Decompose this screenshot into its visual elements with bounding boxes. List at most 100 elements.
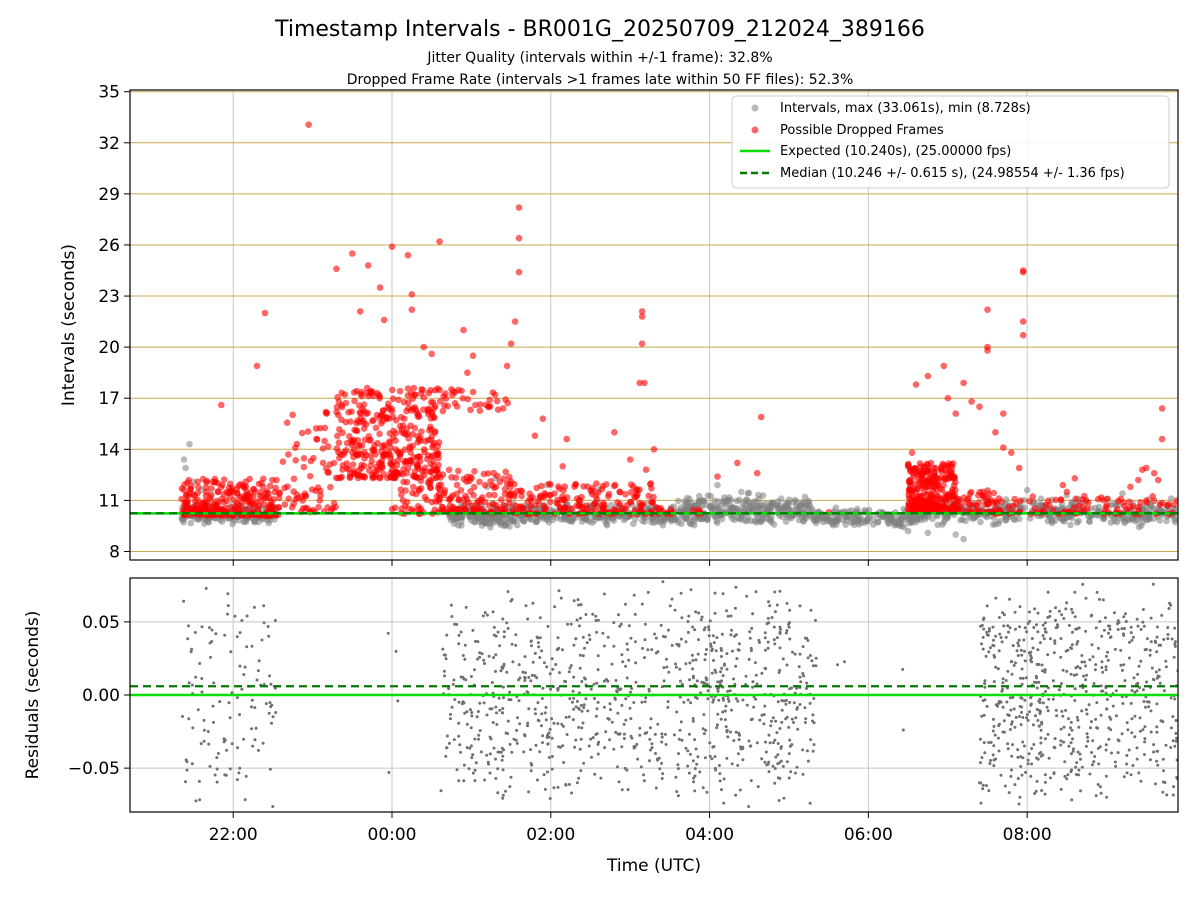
residual-point [1077, 768, 1081, 772]
residual-point [550, 755, 554, 758]
residual-point [698, 770, 702, 774]
residual-point [556, 785, 560, 789]
chart-subtitle-jitter: Jitter Quality (intervals within +/-1 fr… [426, 50, 772, 66]
residual-point [777, 799, 781, 802]
residual-point [1075, 642, 1079, 646]
dropped-frame-point [904, 463, 912, 470]
residual-point [574, 705, 578, 709]
x-tick-label: 02:00 [526, 825, 575, 845]
residual-point [570, 791, 574, 795]
dropped-frame-point [413, 460, 421, 467]
dropped-frame-point [559, 463, 566, 470]
dropped-frame-point [410, 453, 418, 461]
residual-point [1025, 630, 1029, 634]
residual-point [523, 679, 527, 682]
residual-point [771, 716, 775, 720]
residual-point [1090, 613, 1094, 617]
residual-point [243, 798, 247, 802]
dropped-frame-point [428, 350, 436, 358]
dropped-frame-point [382, 414, 390, 422]
residual-point [805, 749, 809, 753]
residual-point [537, 719, 541, 723]
interval-point [971, 514, 978, 521]
residual-point [540, 697, 544, 700]
residual-point [250, 727, 253, 731]
residual-point [462, 763, 466, 767]
residual-point [1074, 627, 1078, 631]
residual-point [1133, 690, 1137, 694]
residual-point [233, 614, 237, 618]
dropped-frame-point [361, 436, 369, 444]
residual-point [773, 590, 777, 594]
residual-point [1105, 707, 1109, 711]
residual-point [613, 697, 617, 701]
residual-point [599, 776, 603, 780]
residual-point [475, 715, 479, 719]
dropped-frame-point [967, 488, 975, 496]
residual-point [1097, 762, 1101, 766]
residual-point [1022, 638, 1026, 642]
residual-point [726, 735, 730, 739]
dropped-frame-point [184, 479, 191, 487]
residual-point [1098, 745, 1102, 749]
residual-point [492, 746, 496, 750]
residual-point [608, 702, 612, 706]
interval-point [229, 520, 236, 528]
residual-point [230, 691, 234, 695]
residual-point [577, 707, 581, 711]
residual-point [648, 737, 652, 741]
residual-point [788, 637, 792, 641]
residual-point [215, 780, 219, 784]
dropped-frame-point [415, 487, 423, 495]
residual-point [688, 661, 692, 665]
residual-point [255, 678, 259, 682]
residual-point [228, 767, 232, 771]
residual-point [703, 756, 707, 760]
residual-point [571, 718, 575, 722]
residual-point [764, 740, 767, 744]
dropped-frame-point [952, 486, 959, 494]
dropped-frame-point [180, 486, 187, 494]
residual-point [691, 667, 695, 671]
residual-point [526, 724, 529, 728]
residual-point [578, 747, 582, 751]
residual-point [200, 677, 204, 680]
residual-point [674, 775, 678, 779]
residual-point [601, 631, 605, 635]
residual-point [1166, 633, 1170, 636]
residual-point [1067, 744, 1071, 748]
dropped-frame-point [202, 492, 210, 500]
residual-point [1016, 654, 1020, 657]
residual-point [554, 663, 558, 666]
residual-point [501, 768, 505, 772]
residual-point [1100, 634, 1104, 638]
dropped-frame-point [471, 468, 478, 475]
dropped-frame-point [442, 390, 449, 397]
residual-point [697, 638, 700, 642]
residual-point [1131, 635, 1135, 639]
residual-point [1084, 664, 1088, 668]
residual-point [980, 714, 984, 718]
residual-point [1000, 640, 1004, 644]
residual-point [470, 711, 474, 714]
residual-point [1019, 648, 1023, 652]
residual-point [581, 635, 585, 639]
dropped-frame-point [211, 478, 219, 486]
residual-point [1043, 792, 1047, 796]
residual-point [1099, 684, 1103, 688]
dropped-frame-point [208, 485, 215, 492]
residual-point [469, 726, 473, 730]
residual-point [722, 663, 726, 667]
chart-title: Timestamp Intervals - BR001G_20250709_21… [274, 17, 925, 42]
residual-point [1124, 620, 1128, 623]
residual-point [778, 668, 782, 672]
dropped-frame-point [491, 491, 498, 499]
residual-point [524, 604, 528, 608]
interval-point [914, 516, 921, 523]
dropped-frame-point [207, 496, 214, 504]
residual-point [767, 760, 771, 764]
residual-point [1121, 632, 1125, 636]
residual-point [602, 705, 606, 709]
residual-point [1002, 719, 1006, 723]
